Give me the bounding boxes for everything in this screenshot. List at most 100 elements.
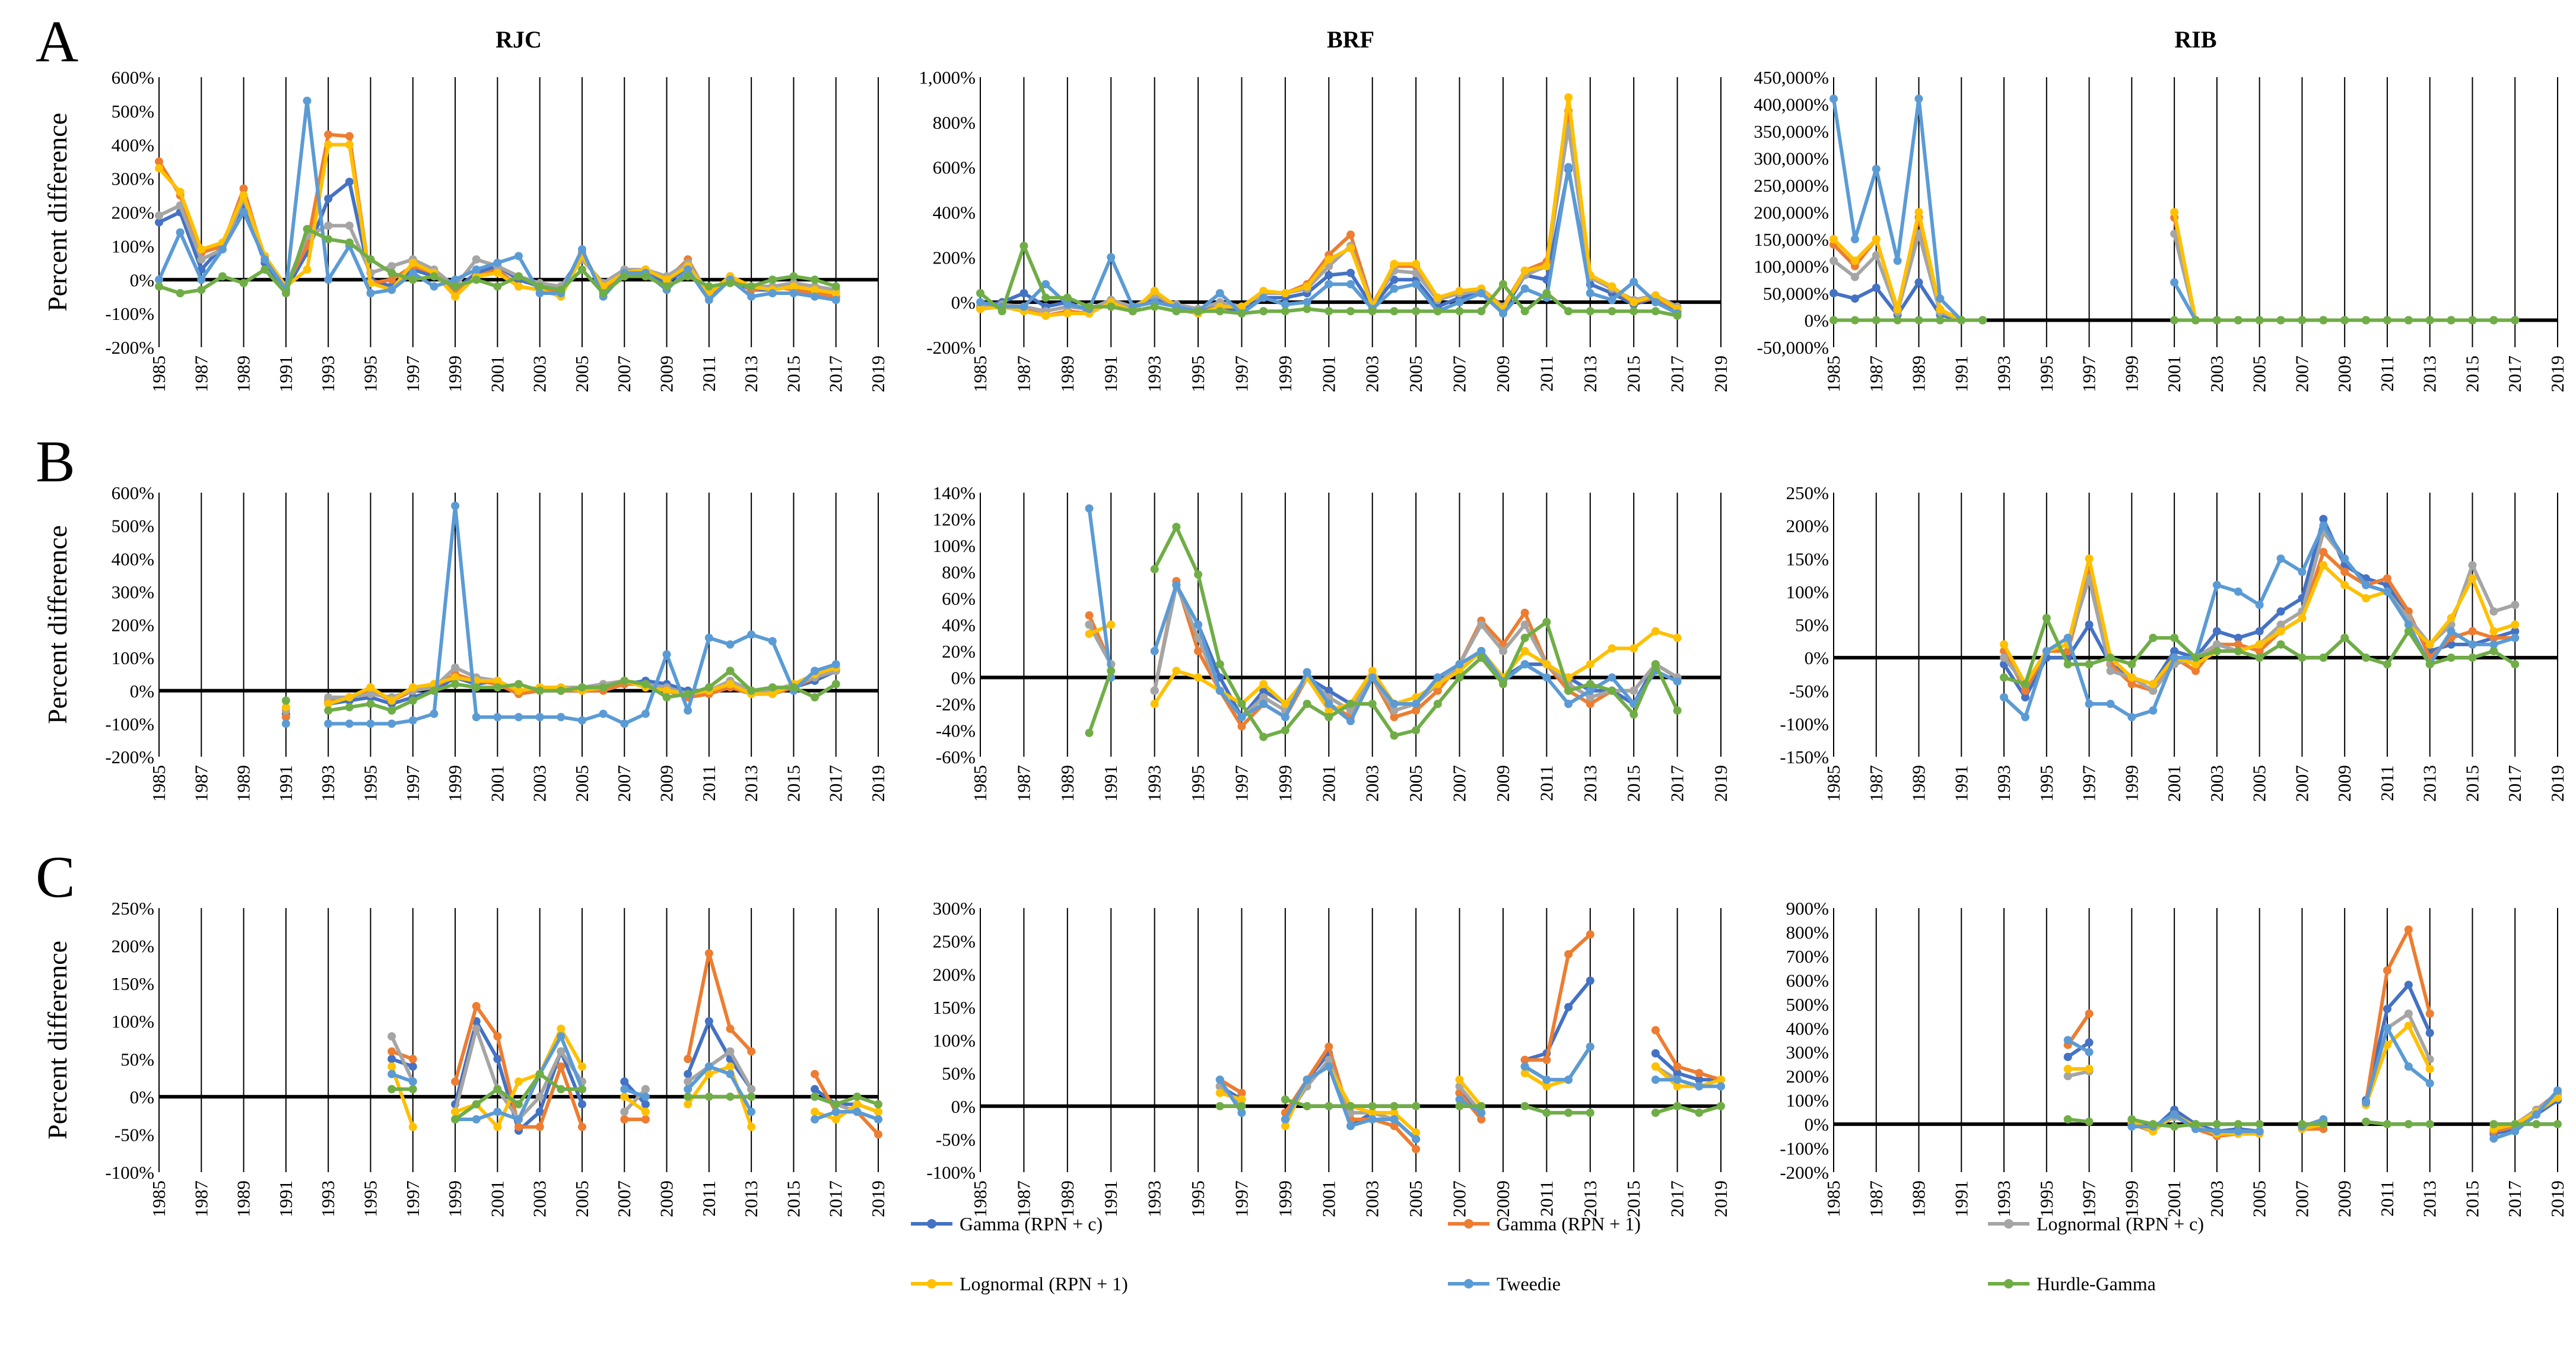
series-line — [455, 1034, 584, 1121]
y-tick-label: 20% — [942, 641, 976, 662]
legend: Gamma (RPN + c) Gamma (RPN + 1) Lognormal … — [911, 1213, 2204, 1294]
panel-b-rib: -150% -100% -50% 0% 50% 100% 150% 200% 250% 1985 1… — [1780, 483, 2568, 802]
y-tick-label: 1,000% — [919, 67, 976, 88]
row-label-a: A — [36, 8, 79, 74]
series-line — [391, 1072, 414, 1084]
x-tick-label: 2013 — [1580, 356, 1600, 392]
x-tick-label: 1993 — [317, 765, 338, 802]
x-tick-label: 2017 — [1667, 356, 1688, 392]
series-line — [1655, 1078, 1721, 1088]
y-tick-label: 250% — [112, 898, 154, 919]
x-tick-label: 2011 — [1536, 356, 1557, 392]
x-tick-label: 1989 — [233, 356, 254, 392]
y-tick-label: -100% — [926, 1162, 976, 1183]
y-tick-label: 300% — [1786, 1042, 1829, 1063]
x-tick-label: 1997 — [1231, 356, 1252, 392]
series-hurdle-gamma — [281, 667, 840, 715]
y-tick-label: -40% — [936, 721, 976, 741]
x-tick-label: 2013 — [1580, 765, 1600, 802]
panel-a-rjc: -200% -100% 0% 100% 200% 300% 400% 500% 600% 1985… — [42, 26, 888, 392]
series-line — [979, 244, 1678, 318]
y-tick-label: 100% — [1786, 1090, 1829, 1111]
x-tick-label: 1989 — [1908, 1180, 1929, 1217]
series-line — [814, 1110, 879, 1121]
x-tick-label: 1993 — [1144, 765, 1165, 802]
x-tick-label: 2011 — [2377, 1180, 2397, 1217]
data-point — [281, 696, 290, 705]
series-gamma-rpn-1 — [1215, 930, 1725, 1154]
series-hurdle-gamma — [1085, 522, 1682, 741]
x-tick-label: 1993 — [1144, 356, 1165, 392]
series-tweedie — [387, 1032, 882, 1124]
x-tick-label: 1985 — [1823, 1180, 1844, 1217]
x-tick-label: 2005 — [1405, 1180, 1426, 1217]
legend-swatch-marker — [1464, 1279, 1473, 1288]
x-tick-label: 2015 — [783, 356, 803, 392]
x-tick-label: 2009 — [2334, 1180, 2355, 1217]
x-tick-label: 2011 — [698, 1180, 719, 1217]
x-tick-label: 1997 — [1231, 1180, 1252, 1217]
x-tick-label: 2015 — [2461, 1180, 2482, 1217]
series-gamma-rpn-c — [2063, 980, 2562, 1138]
y-tick-label: 250,000% — [1754, 175, 1829, 196]
y-tick-label: 700% — [1786, 946, 1829, 967]
x-tick-label: 2005 — [2249, 356, 2270, 392]
series-hurdle-gamma — [1829, 316, 2520, 325]
x-tick-label: 1989 — [233, 765, 254, 802]
series-line — [624, 1087, 646, 1099]
series-gamma-rpn-c — [1215, 976, 1725, 1144]
panel-a-brf: -200% 0% 200% 400% 600% 800% 1,000% 1985 1987 198… — [919, 26, 1731, 392]
y-tick-label: 0% — [951, 292, 976, 313]
x-tick-label: 2001 — [2164, 765, 2184, 802]
y-tick-label: 500% — [112, 516, 154, 537]
legend-swatch-marker — [2004, 1279, 2013, 1288]
series-line — [1524, 979, 1592, 1062]
x-tick-label: 2007 — [1449, 1180, 1470, 1217]
x-tick-label: 1991 — [1951, 1180, 1971, 1217]
x-tick-label: 2019 — [868, 1180, 888, 1217]
series-line — [453, 1004, 584, 1129]
y-tick-label: 100% — [112, 236, 154, 256]
x-tick-label: 2005 — [1405, 356, 1426, 392]
x-tick-label: 2001 — [1318, 765, 1339, 802]
x-tick-label: 2015 — [783, 1180, 803, 1217]
x-tick-label: 2003 — [2206, 1180, 2227, 1217]
series-line — [390, 1035, 415, 1083]
series-line — [2067, 1118, 2089, 1124]
y-tick-label: 800% — [1786, 922, 1829, 942]
x-tick-label: 1989 — [1057, 356, 1078, 392]
x-tick-label: 2015 — [2461, 765, 2482, 802]
x-tick-label: 1987 — [1013, 765, 1034, 802]
y-tick-label: 150,000% — [1754, 229, 1829, 250]
series-hurdle-gamma — [2000, 614, 2520, 688]
series-line — [1087, 508, 1113, 678]
y-tick-label: -200% — [926, 337, 976, 358]
series-line — [2364, 1026, 2431, 1103]
y-axis-label: Percent difference — [42, 525, 72, 724]
x-tick-label: 1987 — [1013, 356, 1034, 392]
row-label-b: B — [36, 429, 75, 494]
x-tick-label: 2015 — [2461, 356, 2482, 392]
x-tick-label: 2019 — [1710, 356, 1731, 392]
panel-c-rib: -200% -100% 0% 100% 200% 300% 400% 500% 600% 700%… — [1780, 898, 2568, 1217]
y-tick-label: -50,000% — [1757, 337, 1829, 358]
x-tick-label: 2011 — [698, 356, 719, 392]
data-point — [281, 713, 290, 722]
x-tick-label: 2009 — [1492, 356, 1513, 392]
y-tick-label: 100% — [112, 1011, 154, 1032]
series-line — [2364, 928, 2432, 1103]
y-tick-label: 900% — [1786, 898, 1829, 919]
series-line — [1152, 525, 1679, 739]
x-tick-label: 2007 — [1449, 356, 1470, 392]
x-tick-label: 1985 — [148, 1180, 169, 1217]
x-tick-label: 1997 — [2079, 356, 2099, 392]
series-hurdle-gamma — [387, 1069, 882, 1124]
y-tick-label: 200% — [112, 615, 154, 636]
x-tick-label: 2007 — [614, 1180, 634, 1217]
y-tick-label: 200% — [1786, 516, 1829, 537]
legend-label: Hurdle-Gamma — [2037, 1273, 2156, 1294]
series-line — [686, 1065, 753, 1113]
x-tick-label: 1999 — [2121, 765, 2142, 802]
x-tick-label: 1995 — [360, 356, 380, 392]
x-tick-label: 2001 — [487, 1180, 507, 1217]
